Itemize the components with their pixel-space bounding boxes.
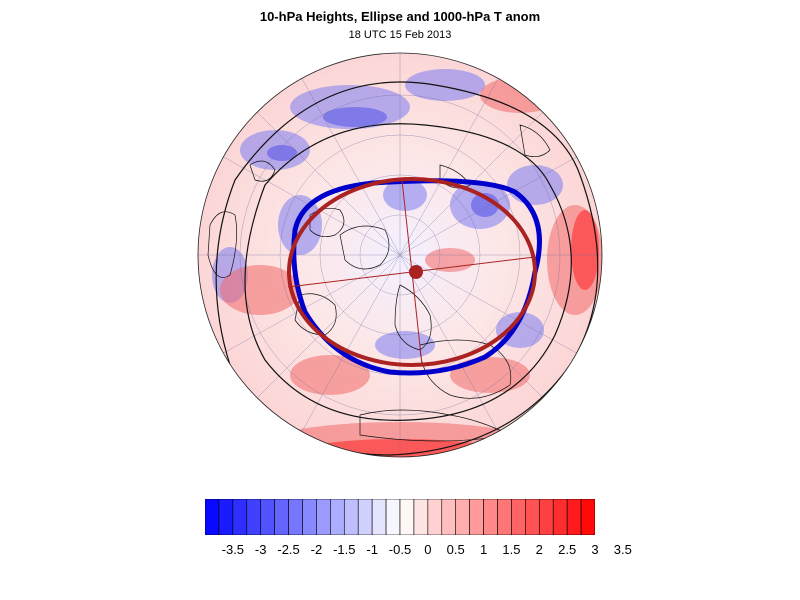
- colorbar-tick-label: 0.5: [446, 542, 465, 557]
- ellipse-center-marker: [409, 265, 423, 279]
- colorbar-cell: [511, 499, 526, 535]
- colorbar-cell: [371, 499, 387, 535]
- colorbar-cell: [232, 499, 248, 535]
- colorbar-cell: [455, 499, 470, 535]
- colorbar-cell: [399, 499, 415, 535]
- map-border: [197, 52, 603, 458]
- colorbar-cell: [385, 499, 401, 535]
- colorbar-tick-label: 1.5: [502, 542, 521, 557]
- colorbar: [205, 499, 595, 535]
- colorbar-cell: [469, 499, 484, 535]
- colorbar-cell: [274, 499, 289, 535]
- colorbar-cell: [302, 499, 317, 535]
- colorbar-tick-label: 2.5: [558, 542, 577, 557]
- colorbar-cell: [343, 499, 359, 535]
- colorbar-cell: [566, 499, 582, 535]
- colorbar-tick-label: -3.5: [221, 542, 245, 557]
- colorbar-cell: [497, 499, 512, 535]
- polar-map: [197, 52, 603, 458]
- colorbar-cell: [246, 499, 262, 535]
- colorbar-tick-labels: -3.5 -3 -2.5 -2 -1.5 -1 -0.5 0 0.5 1 1.5 2 2.5 3 3.5: [205, 542, 632, 562]
- colorbar-tick-label: 1: [479, 542, 488, 557]
- colorbar-tick-label: 0: [424, 542, 432, 557]
- graticule: [198, 53, 602, 457]
- colorbar-cell: [330, 499, 345, 535]
- colorbar-cell: [441, 499, 457, 535]
- colorbar-cell: [205, 499, 220, 535]
- colorbar-cell: [525, 499, 540, 535]
- colorbar-cell: [427, 499, 443, 535]
- fitted-ellipse: [287, 177, 537, 367]
- colorbar-cell: [316, 499, 331, 535]
- colorbar-cell: [260, 499, 275, 535]
- colorbar-tick-label: -0.5: [388, 542, 412, 557]
- colorbar-cell: [218, 499, 234, 535]
- colorbar-cell: [288, 499, 303, 535]
- colorbar-tick-label: -2.5: [277, 542, 300, 557]
- colorbar-cell: [357, 499, 373, 535]
- colorbar-cell: [538, 499, 554, 535]
- colorbar-cell: [483, 499, 498, 535]
- colorbar-tick-label: 2: [535, 542, 543, 557]
- colorbar-cell: [413, 499, 429, 535]
- colorbar-tick-label: -3: [254, 542, 267, 557]
- colorbar-tick-label: 3: [591, 542, 599, 557]
- colorbar-tick-label: 3.5: [613, 542, 632, 557]
- colorbar-tick-label: -1: [366, 542, 378, 557]
- figure-title: 10-hPa Heights, Ellipse and 1000-hPa T a…: [259, 9, 541, 24]
- colorbar-cell: [580, 499, 595, 535]
- colorbar-tick-label: -2: [310, 542, 323, 557]
- colorbar-cell: [552, 499, 568, 535]
- colorbar-tick-label: -1.5: [333, 542, 356, 557]
- figure-subtitle: 18 UTC 15 Feb 2013: [348, 29, 452, 41]
